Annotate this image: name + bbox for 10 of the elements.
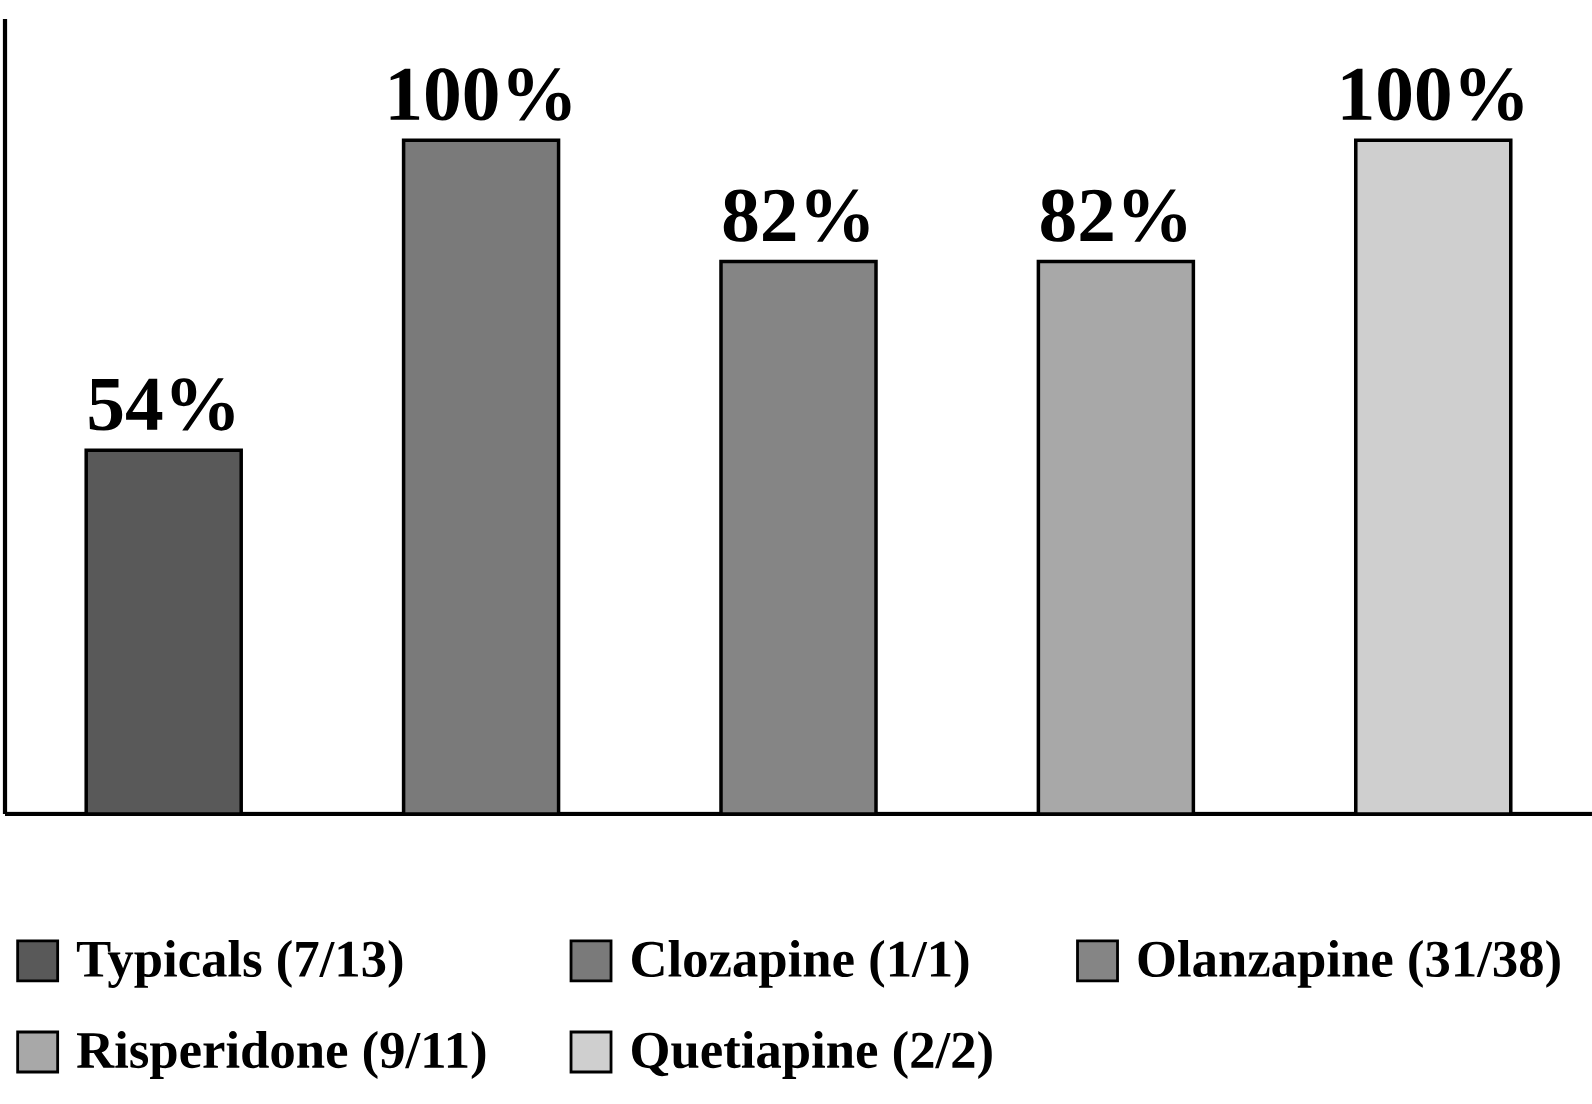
legend-label: Olanzapine (31/38)	[1138, 940, 1560, 988]
legend-label: Risperidone (9/11)	[76, 1031, 486, 1079]
data-label: 100%	[390, 68, 571, 121]
data-label: 54%	[89, 378, 234, 431]
data-label: 82%	[723, 189, 869, 243]
legend-label: Typicals (7/13)	[76, 940, 403, 988]
data-label: 100%	[1342, 68, 1523, 121]
legend-label: Clozapine (1/1)	[632, 940, 969, 988]
legend-label: Quetiapine (2/2)	[632, 1031, 992, 1079]
data-label: 82%	[1041, 189, 1186, 243]
